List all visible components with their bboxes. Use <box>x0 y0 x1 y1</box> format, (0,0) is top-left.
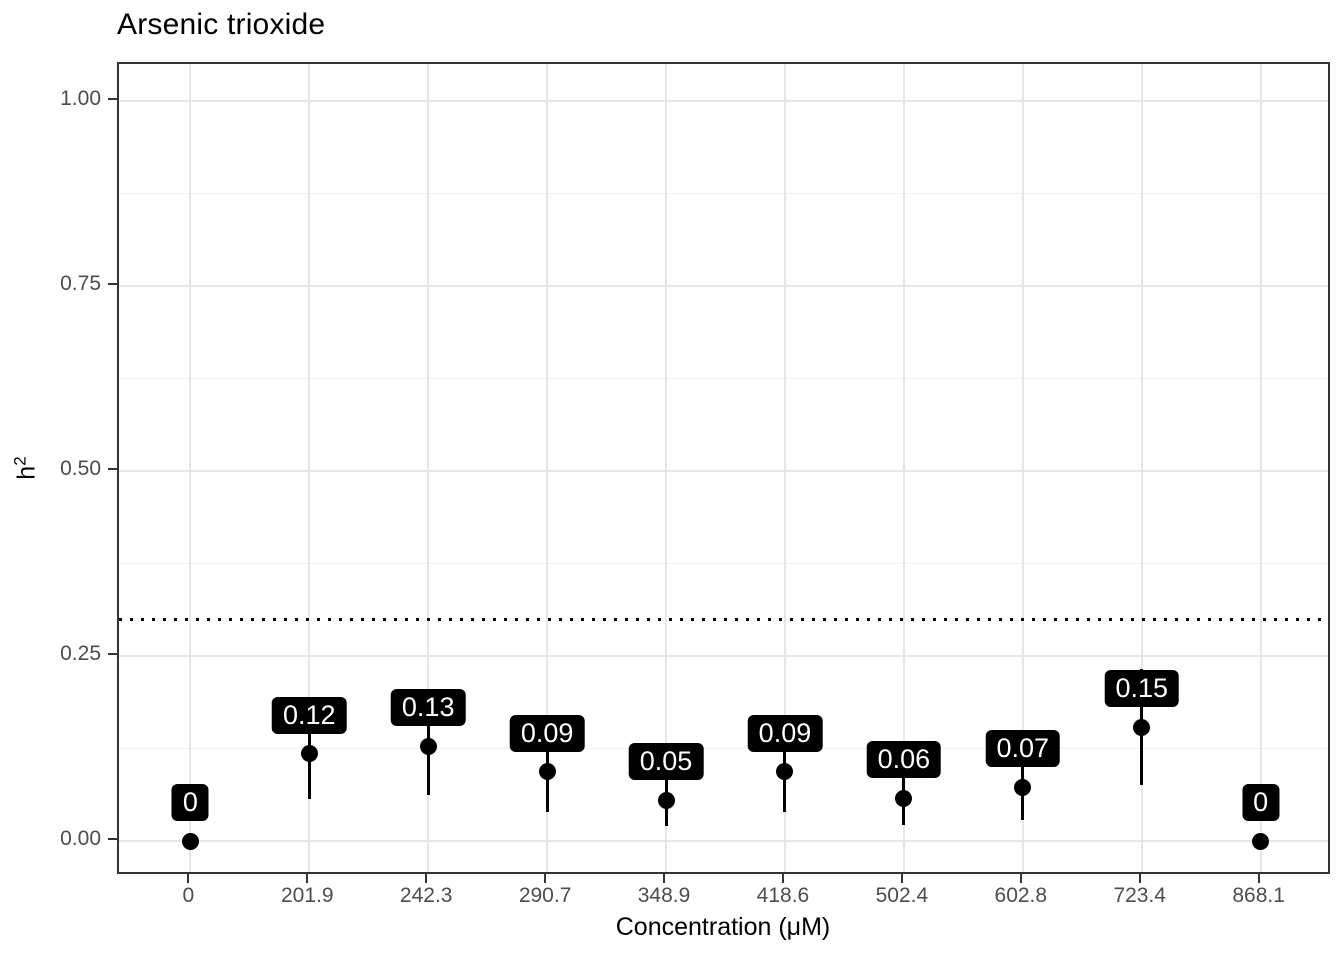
data-point <box>538 763 556 781</box>
gridline-major <box>1259 64 1262 872</box>
value-label: 0.13 <box>390 689 466 727</box>
plot-panel: 0 0.12 0.13 0.09 0.05 0.09 0.06 0.07 0.15 0 <box>117 62 1330 874</box>
gridline-minor <box>119 563 1328 565</box>
x-tick <box>1138 874 1141 883</box>
y-tick <box>108 283 117 286</box>
gridline-major <box>119 470 1328 473</box>
data-point <box>1133 718 1151 736</box>
x-tick-label: 418.6 <box>756 884 810 907</box>
gridline-major <box>308 64 311 872</box>
gridline-major <box>783 64 786 872</box>
gridline-major <box>427 64 430 872</box>
gridline-minor <box>119 378 1328 380</box>
x-tick <box>781 874 784 883</box>
gridline-major <box>119 655 1328 658</box>
x-tick <box>425 874 428 883</box>
x-tick-label: 242.3 <box>399 884 453 907</box>
x-tick <box>900 874 903 883</box>
value-label: 0.05 <box>628 743 704 781</box>
gridline-minor <box>119 193 1328 195</box>
x-tick <box>187 874 190 883</box>
x-tick-label: 0 <box>182 884 195 907</box>
x-tick-label: 201.9 <box>280 884 334 907</box>
y-axis-title-superscript: 2 <box>10 456 30 466</box>
data-point <box>895 789 913 807</box>
data-point <box>657 791 675 809</box>
x-axis-title: Concentration (μM) <box>615 913 831 941</box>
value-label: 0.06 <box>866 741 942 779</box>
y-tick-label: 0.50 <box>60 457 101 481</box>
data-point <box>300 745 318 763</box>
x-tick-label: 602.8 <box>994 884 1048 907</box>
y-tick <box>108 838 117 841</box>
value-label: 0.15 <box>1104 670 1179 708</box>
value-label: 0.09 <box>747 714 823 752</box>
gridline-major <box>665 64 668 872</box>
x-tick <box>544 874 547 883</box>
data-point <box>1252 832 1270 850</box>
value-label: 0 <box>171 784 209 822</box>
x-tick-label: 502.4 <box>875 884 929 907</box>
gridline-major <box>902 64 905 872</box>
value-label: 0.12 <box>271 696 347 734</box>
y-tick <box>108 468 117 471</box>
x-tick-label: 348.9 <box>637 884 691 907</box>
x-tick-label: 723.4 <box>1113 884 1166 907</box>
value-label: 0.09 <box>509 714 585 752</box>
chart-title: Arsenic trioxide <box>117 8 326 41</box>
y-tick <box>108 653 117 656</box>
y-tick-label: 0.75 <box>60 272 101 296</box>
y-tick-label: 0.25 <box>60 642 101 666</box>
y-tick <box>108 98 117 100</box>
value-label: 0.07 <box>985 730 1061 768</box>
value-label: 0 <box>1242 784 1280 822</box>
data-point <box>1014 778 1032 796</box>
gridline-major <box>1021 64 1024 872</box>
data-point <box>419 737 437 755</box>
y-tick-label: 0.00 <box>60 827 101 851</box>
x-tick-label: 868.1 <box>1232 884 1285 907</box>
y-tick-label: 1.00 <box>60 87 101 110</box>
gridline-major <box>119 100 1328 102</box>
gridline-major <box>189 64 192 872</box>
x-tick <box>1257 874 1260 883</box>
x-tick <box>1019 874 1022 883</box>
threshold-line <box>119 617 1328 621</box>
gridline-major <box>1140 64 1143 872</box>
data-point <box>776 763 794 781</box>
x-tick <box>663 874 666 883</box>
data-point <box>181 832 199 850</box>
x-tick <box>306 874 309 883</box>
gridline-minor <box>119 748 1328 750</box>
gridline-major <box>119 840 1328 843</box>
gridline-major <box>119 285 1328 288</box>
x-tick-label: 290.7 <box>518 884 572 907</box>
gridline-major <box>546 64 549 872</box>
